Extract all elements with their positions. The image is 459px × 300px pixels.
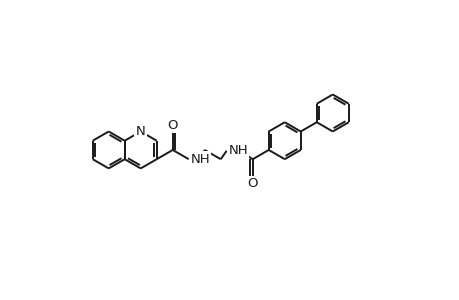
Text: O: O <box>247 177 257 190</box>
Text: NH: NH <box>190 153 209 166</box>
Text: NH: NH <box>228 144 247 157</box>
Text: O: O <box>167 119 178 132</box>
Text: N: N <box>135 125 145 138</box>
